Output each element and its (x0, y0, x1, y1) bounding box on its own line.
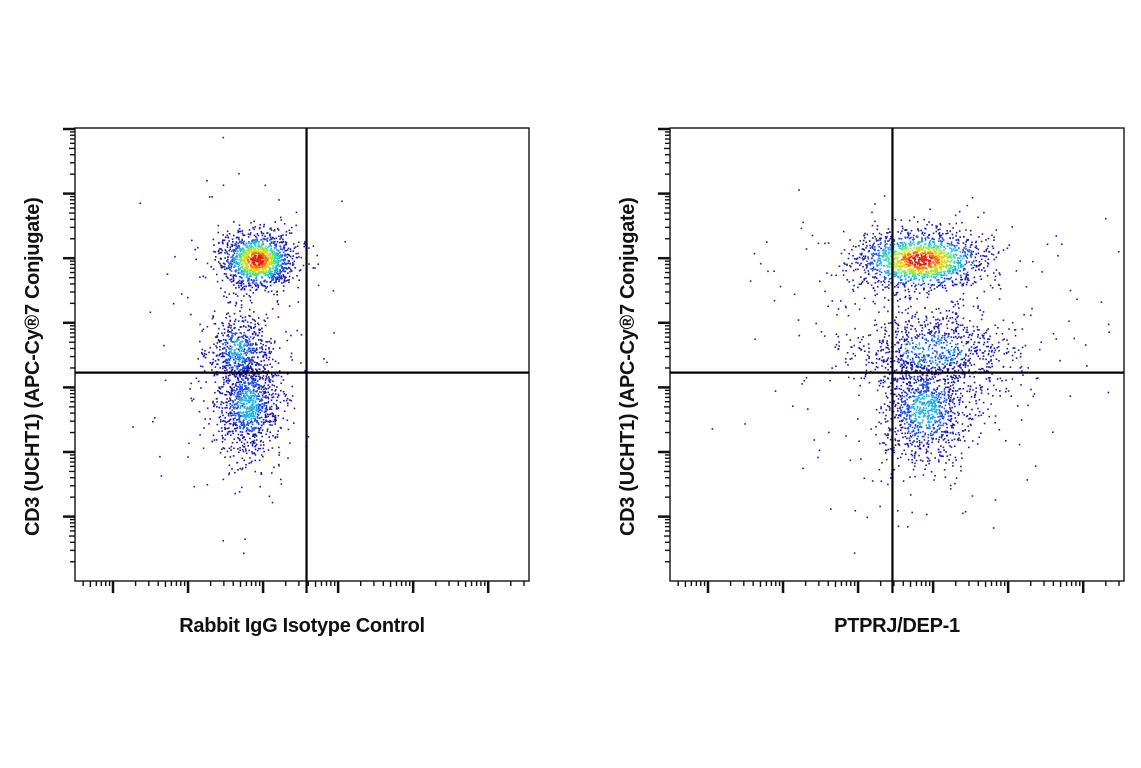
y-axis-label: CD3 (UCHT1) (APC-Cy®7 Conjugate) (617, 197, 639, 536)
plot-frame (74, 127, 530, 582)
x-axis-ticks (82, 581, 525, 593)
scatter-plot-isotype (63, 127, 530, 593)
panel-isotype-control: CD3 (UCHT1) (APC-Cy®7 Conjugate) Rabbit … (0, 0, 570, 768)
plot-frame (669, 127, 1125, 582)
x-axis-label: Rabbit IgG Isotype Control (179, 615, 425, 637)
panel-ptprj: CD3 (UCHT1) (APC-Cy®7 Conjugate) PTPRJ/D… (595, 0, 1141, 768)
y-axis-ticks (63, 127, 75, 563)
scatter-plot-ptprj (658, 127, 1125, 593)
y-axis-ticks (658, 127, 670, 563)
x-axis-label: PTPRJ/DEP-1 (834, 615, 960, 637)
x-axis-ticks (677, 581, 1120, 593)
events (711, 189, 1120, 554)
y-axis-label: CD3 (UCHT1) (APC-Cy®7 Conjugate) (22, 197, 44, 536)
events (132, 136, 346, 555)
